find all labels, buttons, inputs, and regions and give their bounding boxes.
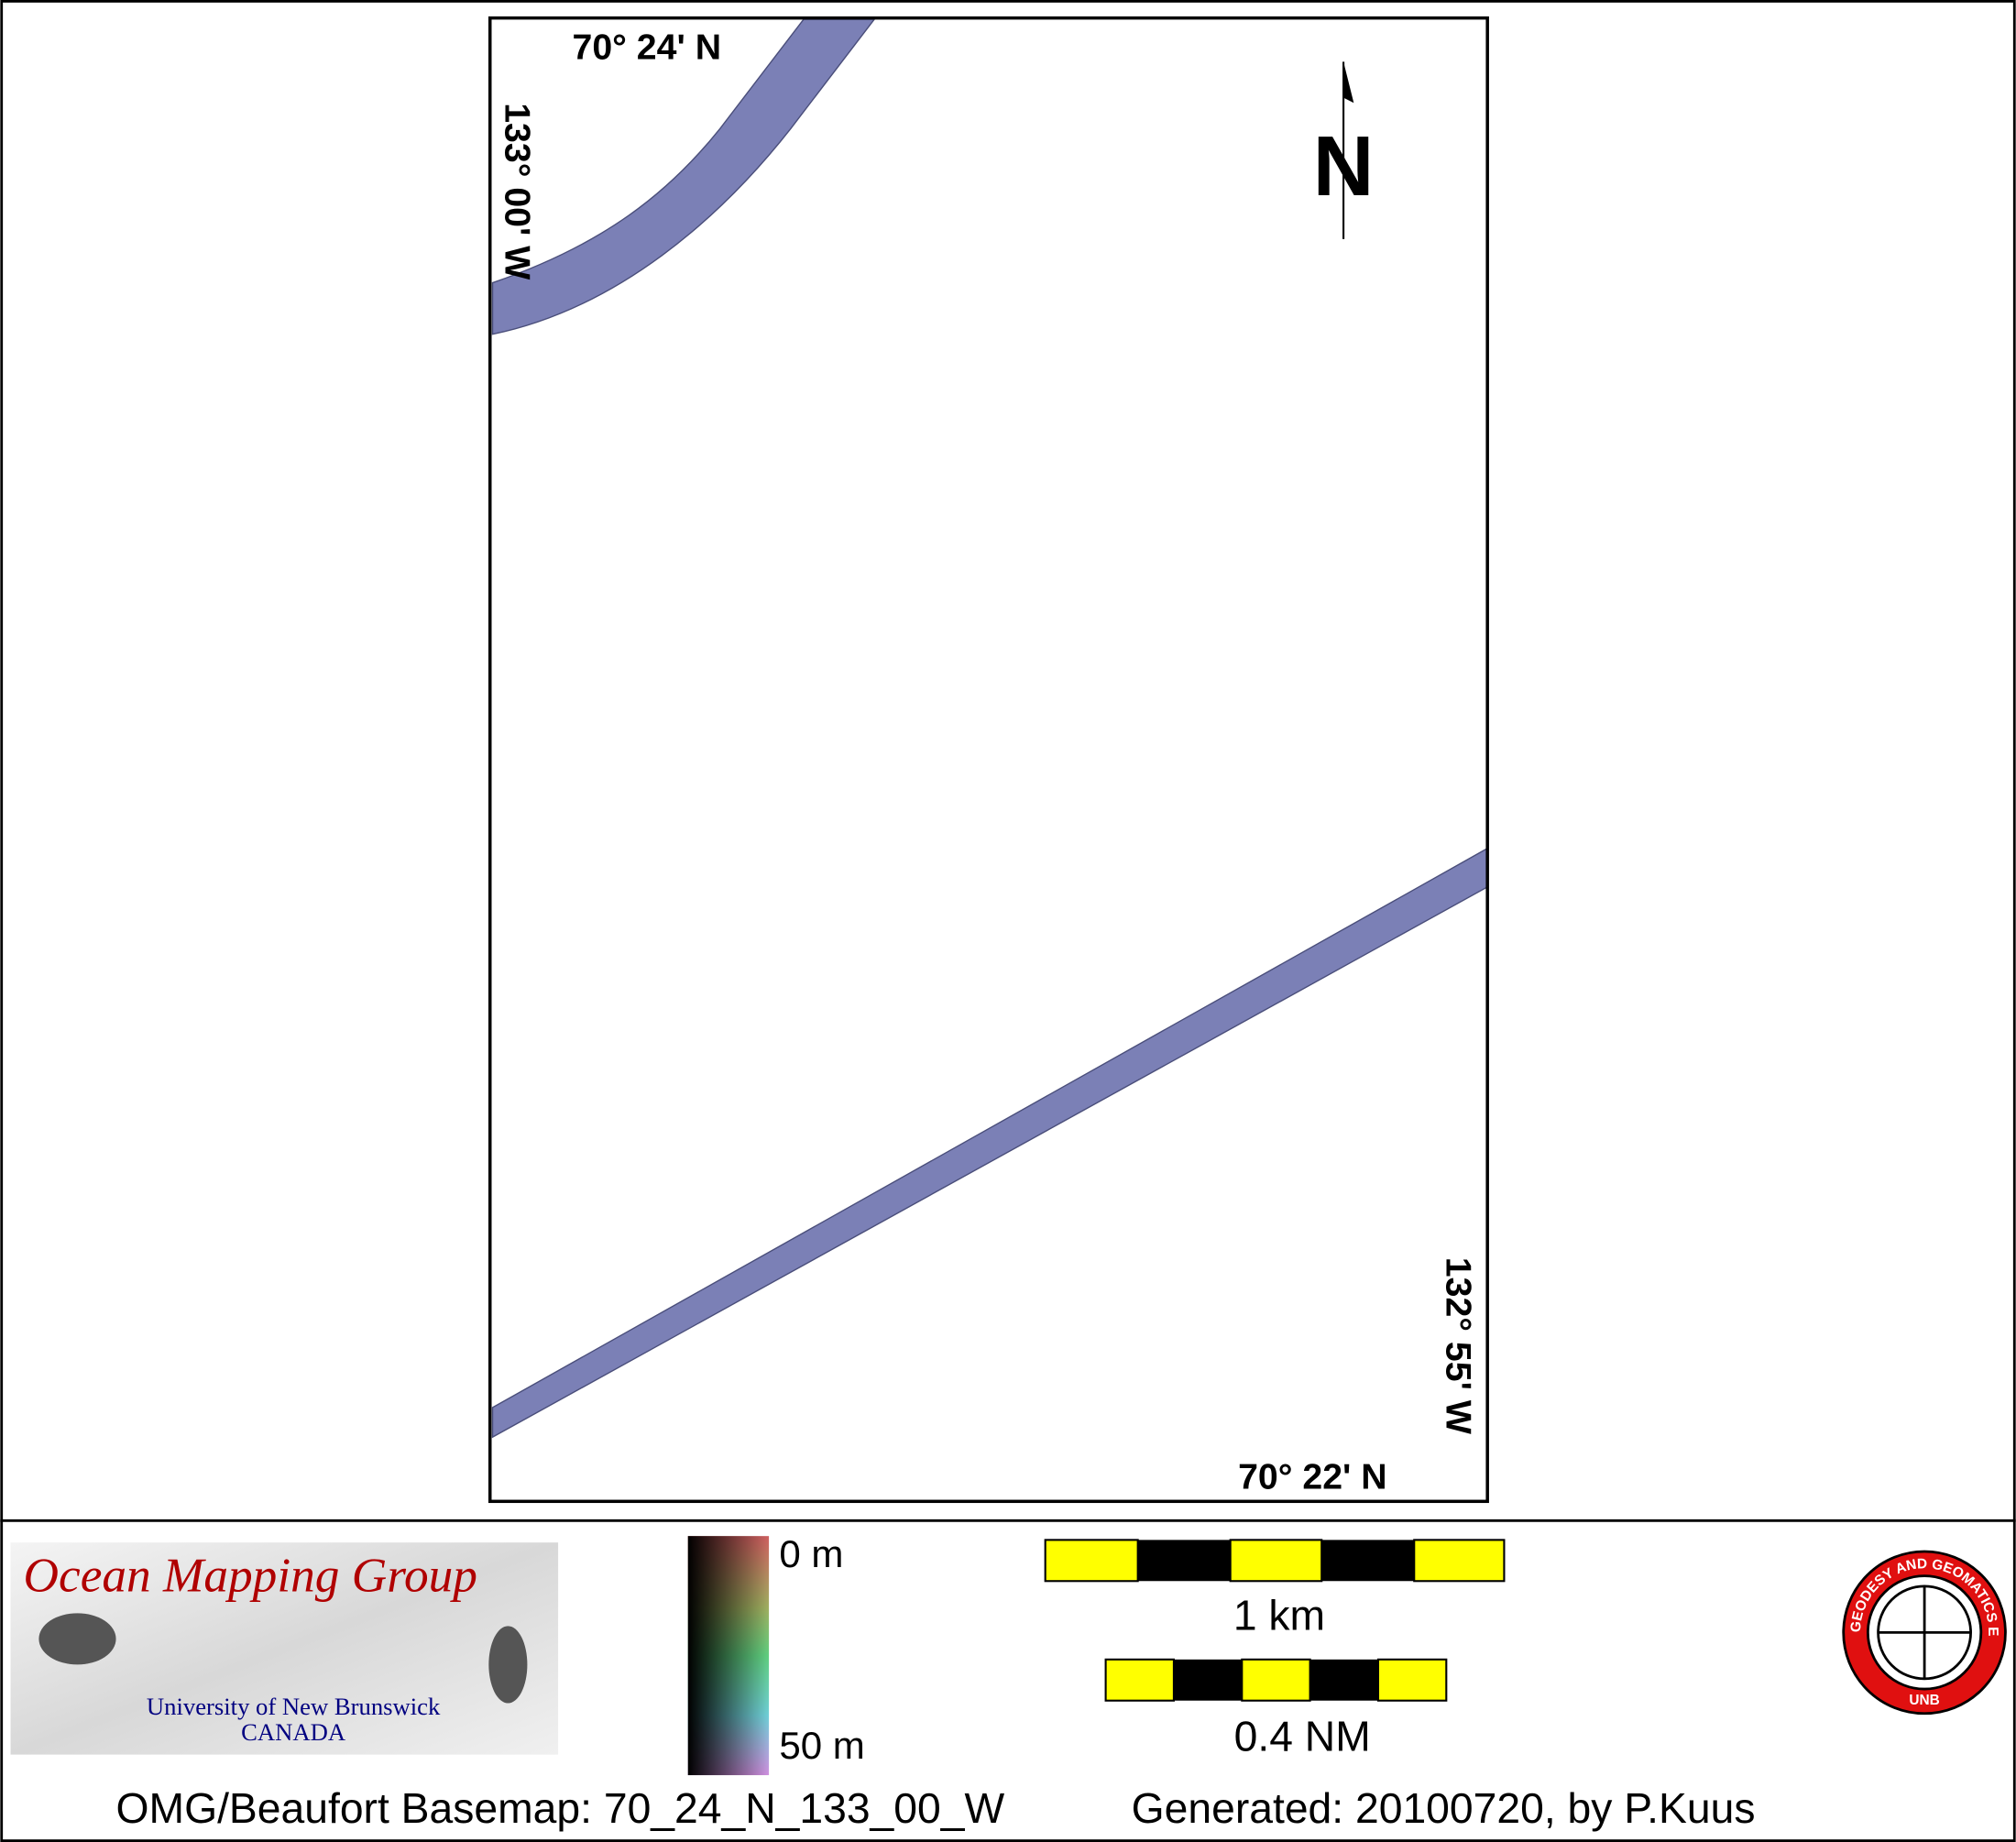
lat-label: 70° 22' N xyxy=(1238,1456,1387,1497)
logo-title: Ocean Mapping Group xyxy=(24,1548,477,1602)
lat-label: 70° 24' N xyxy=(573,27,722,68)
north-arrow: N xyxy=(1313,61,1375,239)
lon-label: 132° 55' W xyxy=(1438,1257,1478,1435)
footer-generated: Generated: 20100720, by P.Kuus xyxy=(1132,1784,1756,1832)
ring-bottom: UNB xyxy=(1909,1693,1939,1708)
map-frame: 70° 24' N 133° 00' W 132° 55' W 70° 22' … xyxy=(488,16,1489,1504)
depth-colorbar: 0 m 50 m xyxy=(687,1532,865,1776)
colorbar-label: 0 m xyxy=(779,1532,843,1575)
map-border xyxy=(488,16,1489,1504)
omg-logo: Ocean Mapping Group University of New Br… xyxy=(10,1542,559,1755)
survey-swath xyxy=(491,18,876,335)
logo-university: University of New Brunswick xyxy=(147,1693,441,1720)
scale-label: 0.4 NM xyxy=(1234,1712,1371,1760)
scale-label: 1 km xyxy=(1233,1592,1325,1639)
logo-country: CANADA xyxy=(241,1718,346,1746)
footer-basemap: OMG/Beaufort Basemap: 70_24_N_133_00_W xyxy=(116,1784,1005,1832)
scale-bar-km: 1 km xyxy=(1044,1539,1506,1639)
lon-label: 133° 00' W xyxy=(498,103,538,280)
north-label: N xyxy=(1313,118,1375,214)
scale-bar-nm: 0.4 NM xyxy=(1104,1658,1448,1760)
colorbar-label: 50 m xyxy=(779,1724,865,1767)
